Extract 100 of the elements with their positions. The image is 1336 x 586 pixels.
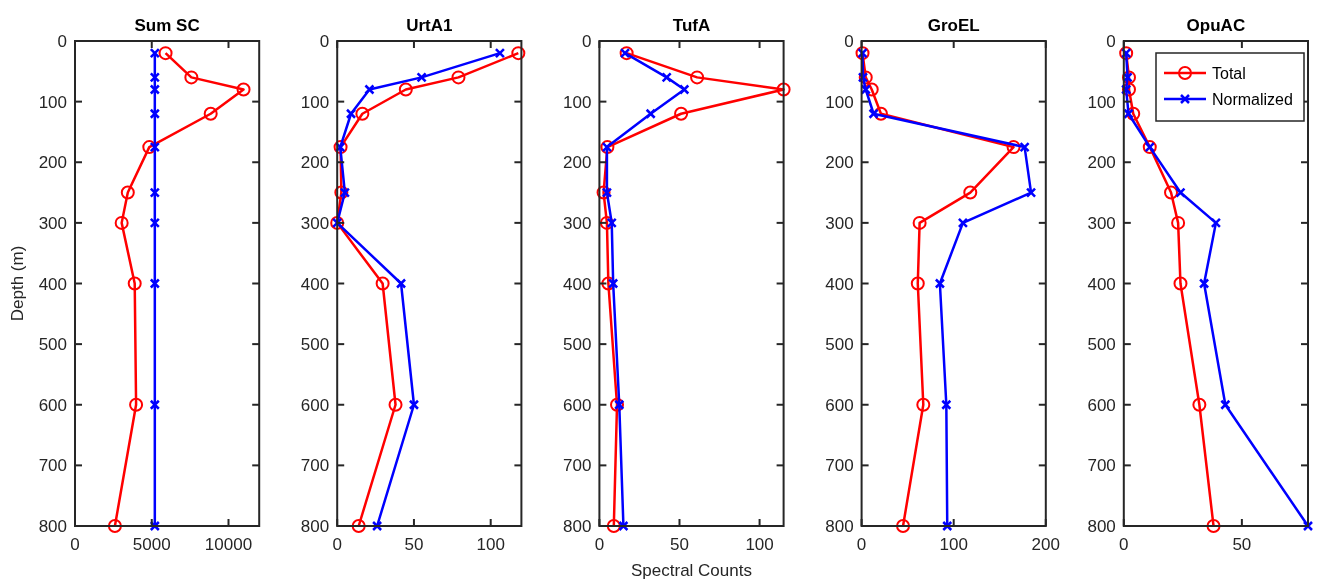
point	[339, 187, 351, 198]
y-tick-label: 800	[825, 517, 854, 536]
point	[149, 72, 161, 83]
point	[674, 106, 689, 121]
point	[1302, 520, 1314, 532]
y-axis-title: Depth (m)	[8, 245, 27, 322]
y-tick-label: 200	[1087, 153, 1116, 173]
x-axis-title: Spectral Counts	[631, 561, 752, 580]
point	[127, 276, 142, 291]
y-tick-label: 500	[563, 335, 592, 355]
y-tick-label: 700	[825, 456, 854, 476]
y-tick-label: 500	[38, 335, 67, 355]
point	[858, 70, 873, 85]
point	[149, 187, 161, 198]
y-tick-label: 200	[563, 153, 592, 173]
y-tick-label: 700	[300, 456, 330, 476]
point	[679, 84, 690, 95]
point	[610, 397, 625, 412]
point	[776, 82, 791, 97]
point	[910, 276, 925, 291]
point	[599, 215, 614, 230]
point	[606, 217, 617, 229]
y-tick-label: 800	[300, 517, 330, 536]
point	[511, 46, 526, 61]
point	[607, 278, 619, 289]
point	[1206, 519, 1221, 533]
point	[942, 520, 953, 532]
point	[120, 185, 135, 200]
point	[1019, 141, 1030, 153]
y-tick-label: 500	[1087, 335, 1116, 355]
point	[916, 397, 931, 412]
point	[142, 140, 157, 155]
chart-title: GroEL	[927, 16, 980, 35]
point	[395, 278, 407, 289]
point	[873, 106, 888, 121]
point	[1164, 185, 1179, 200]
y-tick-label: 0	[581, 32, 592, 51]
y-tick-label: 100	[563, 92, 592, 112]
y-tick-label: 500	[825, 335, 854, 355]
point	[451, 70, 466, 85]
point	[601, 187, 613, 198]
x-tick-label: 5000	[132, 535, 171, 554]
x-tick-label: 0	[594, 535, 605, 554]
y-tick-label: 600	[38, 395, 67, 415]
x-tick-label: 0	[1119, 535, 1129, 554]
y-tick-label: 700	[1087, 456, 1116, 476]
x-tick-label: 50	[1232, 535, 1252, 554]
point	[371, 520, 383, 532]
point	[158, 46, 173, 61]
legend-label: Total	[1212, 65, 1246, 82]
point	[149, 217, 161, 229]
point	[1025, 187, 1037, 198]
point	[364, 84, 375, 95]
point	[149, 84, 161, 95]
point	[618, 520, 629, 532]
x-tick-label: 0	[70, 535, 80, 554]
point	[1122, 82, 1136, 97]
chart-title: TufA	[672, 16, 711, 35]
x-tick-label: 200	[1031, 535, 1060, 554]
point	[494, 47, 506, 59]
y-tick-label: 600	[1087, 395, 1116, 415]
y-tick-label: 200	[38, 153, 67, 173]
point	[606, 519, 621, 533]
y-tick-label: 700	[38, 456, 67, 476]
point	[963, 185, 978, 200]
y-tick-label: 400	[825, 274, 854, 294]
point	[1171, 215, 1186, 230]
point	[941, 399, 952, 410]
point	[868, 108, 879, 119]
y-tick-label: 700	[563, 456, 592, 476]
point	[107, 519, 122, 533]
y-tick-label: 0	[1106, 32, 1116, 51]
y-tick-label: 400	[300, 274, 330, 294]
point	[1220, 399, 1231, 410]
point	[864, 82, 879, 97]
y-tick-label: 300	[563, 213, 592, 233]
x-tick-label: 50	[670, 535, 689, 554]
y-tick-label: 300	[825, 213, 854, 233]
point	[149, 399, 161, 410]
point	[149, 520, 161, 532]
point	[614, 399, 625, 410]
y-tick-label: 800	[38, 517, 67, 536]
x-tick-label: 0	[856, 535, 867, 554]
point	[149, 278, 161, 289]
point	[1198, 278, 1210, 289]
point	[408, 399, 420, 410]
y-tick-label: 400	[38, 274, 67, 294]
point	[149, 141, 161, 153]
point	[236, 82, 251, 97]
point	[661, 72, 672, 83]
y-tick-label: 500	[300, 335, 330, 355]
y-tick-label: 100	[300, 92, 330, 112]
y-tick-label: 300	[300, 213, 330, 233]
point	[388, 397, 403, 412]
x-tick-label: 10000	[204, 535, 253, 554]
x-tick-label: 100	[745, 535, 774, 554]
y-tick-label: 600	[825, 395, 854, 415]
y-tick-label: 200	[300, 153, 330, 173]
y-tick-label: 600	[300, 395, 330, 415]
y-tick-label: 800	[1087, 517, 1116, 536]
